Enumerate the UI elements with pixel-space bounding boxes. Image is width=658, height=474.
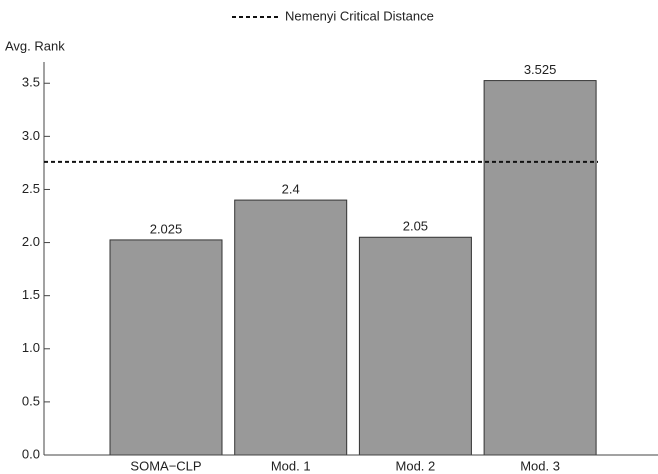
y-tick-label: 0.5 (22, 393, 40, 408)
y-tick-label: 2.0 (22, 234, 40, 249)
y-tick-label: 3.5 (22, 75, 40, 90)
bar (483, 80, 597, 456)
y-tick-label: 3.0 (22, 128, 40, 143)
y-tick-label: 1.5 (22, 287, 40, 302)
value-label: 2.4 (282, 182, 300, 197)
bar (109, 239, 223, 456)
y-axis-label: Avg. Rank (5, 38, 65, 53)
value-label: 2.025 (150, 221, 183, 236)
y-tick-label: 1.0 (22, 340, 40, 355)
value-label: 3.525 (524, 62, 557, 77)
bar (358, 236, 472, 456)
y-tick-label: 0.0 (22, 446, 40, 461)
x-tick-label: Mod. 2 (396, 458, 436, 473)
x-tick-label: Mod. 3 (520, 458, 560, 473)
y-tick-label: 2.5 (22, 181, 40, 196)
x-tick-label: Mod. 1 (271, 458, 311, 473)
legend-label: Nemenyi Critical Distance (285, 8, 434, 23)
x-tick-label: SOMA−CLP (130, 458, 201, 473)
bar (234, 199, 348, 456)
value-label: 2.05 (403, 219, 428, 234)
